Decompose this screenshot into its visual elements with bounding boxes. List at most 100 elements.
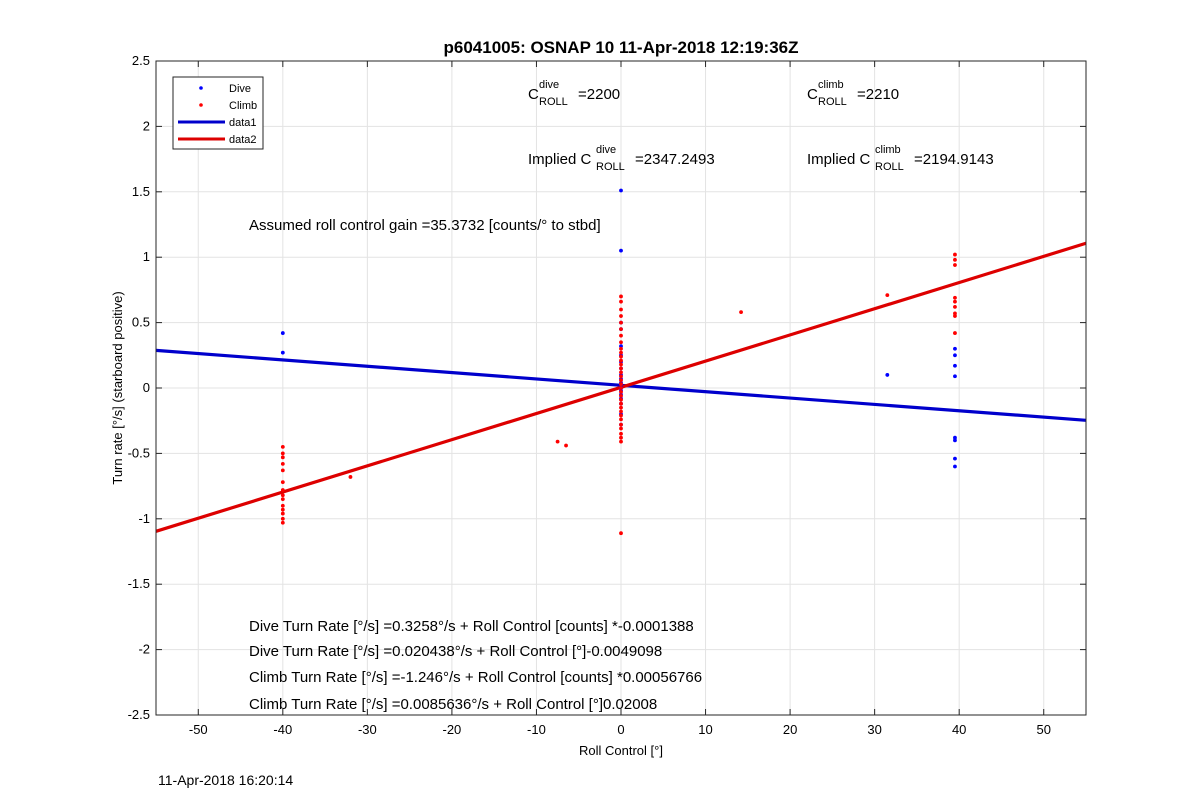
climb-point — [280, 507, 285, 512]
implied-c-roll-dive-annotation: Implied C dive ROLL =2347.2493 — [528, 144, 715, 173]
y-tick-label: -0.5 — [128, 445, 150, 460]
climb-point — [953, 305, 957, 309]
y-tick-label: 1.5 — [132, 184, 150, 199]
dive-point — [619, 344, 623, 349]
climb-point — [619, 299, 623, 304]
climb-point — [619, 390, 623, 394]
climb-point — [280, 520, 285, 525]
print-timestamp: 11-Apr-2018 16:20:14 — [158, 772, 294, 788]
equation-climb-counts: Climb Turn Rate [°/s] =-1.246°/s + Roll … — [249, 669, 702, 686]
climb-point — [619, 307, 623, 312]
climb-point — [619, 435, 623, 440]
c-roll-climb-main: C — [807, 86, 818, 103]
climb-point — [619, 374, 623, 379]
implied-climb-value: =2194.9143 — [914, 151, 994, 168]
climb-point — [619, 401, 623, 406]
climb-point — [280, 455, 285, 460]
c-roll-dive-sup: dive — [539, 79, 559, 91]
climb-point — [953, 257, 957, 262]
dive-point — [953, 363, 957, 368]
climb-point — [953, 252, 957, 257]
climb-point — [619, 413, 623, 418]
series-layer — [155, 188, 1087, 536]
climb-point — [619, 417, 623, 422]
climb-point — [280, 516, 285, 521]
legend-box — [172, 76, 264, 150]
c-roll-dive-annotation: C dive ROLL =2200 — [528, 79, 620, 108]
climb-point — [280, 488, 285, 492]
dive-point — [953, 456, 957, 461]
climb-point — [619, 354, 623, 359]
climb-point — [953, 295, 957, 300]
implied-dive-value: =2347.2493 — [635, 151, 715, 168]
y-tick-label: 2 — [143, 118, 150, 133]
climb-point — [619, 439, 623, 444]
climb-point — [280, 461, 285, 466]
climb-point — [555, 439, 560, 444]
c-roll-dive-sub: ROLL — [539, 96, 568, 108]
climb-point — [348, 475, 353, 479]
climb-point — [619, 362, 623, 367]
implied-c-roll-climb-annotation: Implied C climb ROLL =2194.9143 — [807, 144, 994, 173]
x-axis-label: Roll Control [°] — [579, 743, 663, 758]
implied-dive-sub: ROLL — [596, 161, 625, 173]
dive-point — [953, 353, 957, 358]
x-tick-label: -30 — [358, 722, 377, 737]
climb-point — [280, 451, 285, 456]
dive-point — [953, 464, 957, 469]
climb-point — [619, 350, 623, 355]
climb-point — [619, 393, 623, 398]
x-tick-label: -20 — [443, 722, 462, 737]
c-roll-climb-annotation: C climb ROLL =2210 — [807, 79, 899, 108]
legend-label-data2: data2 — [229, 134, 257, 146]
c-roll-dive-main: C — [528, 86, 539, 103]
y-tick-label: -1.5 — [128, 576, 150, 591]
y-axis-label: Turn rate [°/s] (starboard positive) — [110, 291, 125, 484]
x-tick-label: 50 — [1036, 722, 1050, 737]
climb-point — [619, 358, 623, 363]
x-tick-label: 40 — [952, 722, 966, 737]
equation-climb-degrees: Climb Turn Rate [°/s] =0.0085636°/s + Ro… — [249, 696, 657, 713]
dive-point — [953, 438, 957, 443]
legend-label-data1: data1 — [229, 117, 257, 129]
y-tick-label: 2.5 — [132, 53, 150, 68]
gain-annotation: Assumed roll control gain =35.3732 [coun… — [249, 217, 601, 234]
y-tick-label: -2.5 — [128, 707, 150, 722]
climb-point — [619, 366, 623, 371]
dive-point — [280, 331, 285, 335]
climb-point — [619, 327, 623, 332]
y-tick-label: 0 — [143, 380, 150, 395]
x-tick-label: -50 — [189, 722, 208, 737]
climb-point — [564, 443, 568, 448]
c-roll-climb-sub: ROLL — [818, 96, 847, 108]
x-tick-label: 10 — [698, 722, 712, 737]
y-tick-label: 0.5 — [132, 315, 150, 330]
climb-point — [619, 386, 623, 390]
x-tick-label: 30 — [867, 722, 881, 737]
climb-point — [619, 431, 623, 436]
implied-climb-sub: ROLL — [875, 161, 904, 173]
climb-point — [953, 331, 957, 335]
climb-point — [739, 310, 743, 315]
x-tick-label: 20 — [783, 722, 797, 737]
climb-point — [619, 346, 623, 351]
climb-point — [619, 409, 623, 414]
dive-point — [953, 374, 957, 379]
climb-point — [619, 422, 623, 427]
climb-point — [280, 497, 285, 502]
x-tick-label: -10 — [527, 722, 546, 737]
equation-dive-degrees: Dive Turn Rate [°/s] =0.020438°/s + Roll… — [249, 643, 662, 660]
legend-label-climb: Climb — [229, 100, 257, 112]
climb-point — [619, 531, 623, 536]
climb-point — [280, 468, 285, 473]
climb-point — [280, 503, 285, 508]
legend-label-dive: Dive — [229, 83, 251, 95]
climb-point — [619, 397, 623, 402]
climb-point — [280, 511, 285, 516]
dive-point — [280, 350, 285, 355]
chart-title: p6041005: OSNAP 10 11-Apr-2018 12:19:36Z — [444, 38, 799, 57]
dive-point — [619, 248, 623, 253]
c-roll-climb-sup: climb — [818, 79, 844, 91]
y-tick-label: -1 — [138, 511, 150, 526]
